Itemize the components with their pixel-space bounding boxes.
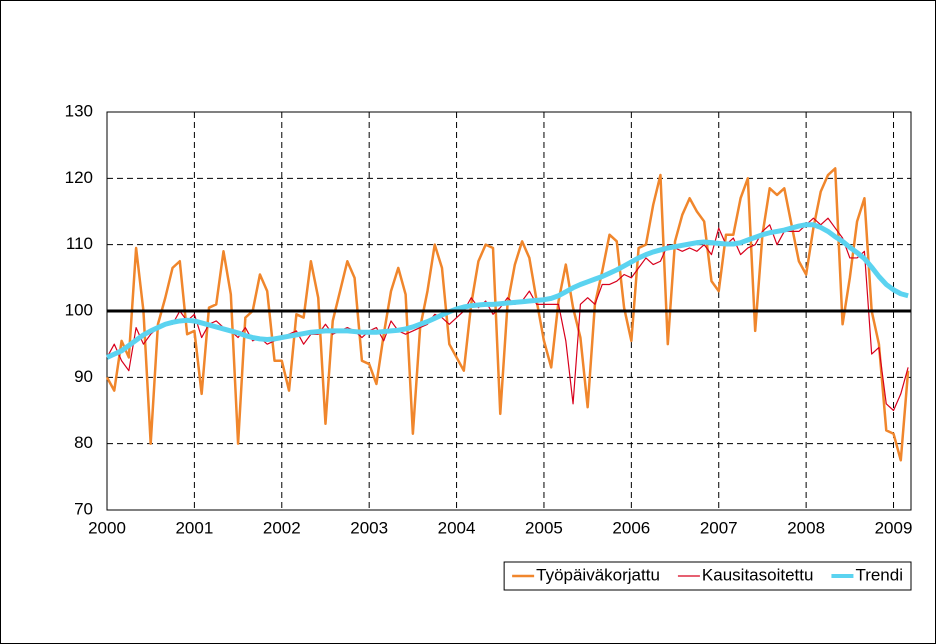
x-tick-label: 2000 — [88, 518, 126, 537]
series-line — [105, 222, 909, 360]
legend: Työpäiväkorjattu Kausitasoitettu Trendi — [503, 561, 912, 591]
x-tick-label: 2007 — [700, 518, 738, 537]
y-tick-label: 90 — [74, 367, 93, 386]
y-tick-label: 70 — [74, 499, 93, 518]
x-tick-label: 2008 — [787, 518, 825, 537]
x-tick-label: 2002 — [263, 518, 301, 537]
x-tick-label: 2006 — [612, 518, 650, 537]
y-tick-label: 130 — [65, 101, 93, 120]
legend-label: Työpäiväkorjattu — [536, 565, 660, 584]
y-tick-label: 110 — [66, 234, 93, 253]
x-tick-label: 2009 — [875, 518, 913, 537]
x-tick-label: 2005 — [525, 518, 563, 537]
y-tick-label: 100 — [65, 300, 93, 319]
y-tick-label: 120 — [65, 168, 93, 187]
y-tick-label: 80 — [74, 433, 93, 452]
x-tick-label: 2003 — [350, 518, 388, 537]
legend-label: Trendi — [855, 565, 903, 584]
legend-label: Kausitasoitettu — [702, 565, 814, 584]
x-tick-label: 2004 — [438, 518, 476, 537]
x-tick-label: 2001 — [175, 518, 213, 537]
